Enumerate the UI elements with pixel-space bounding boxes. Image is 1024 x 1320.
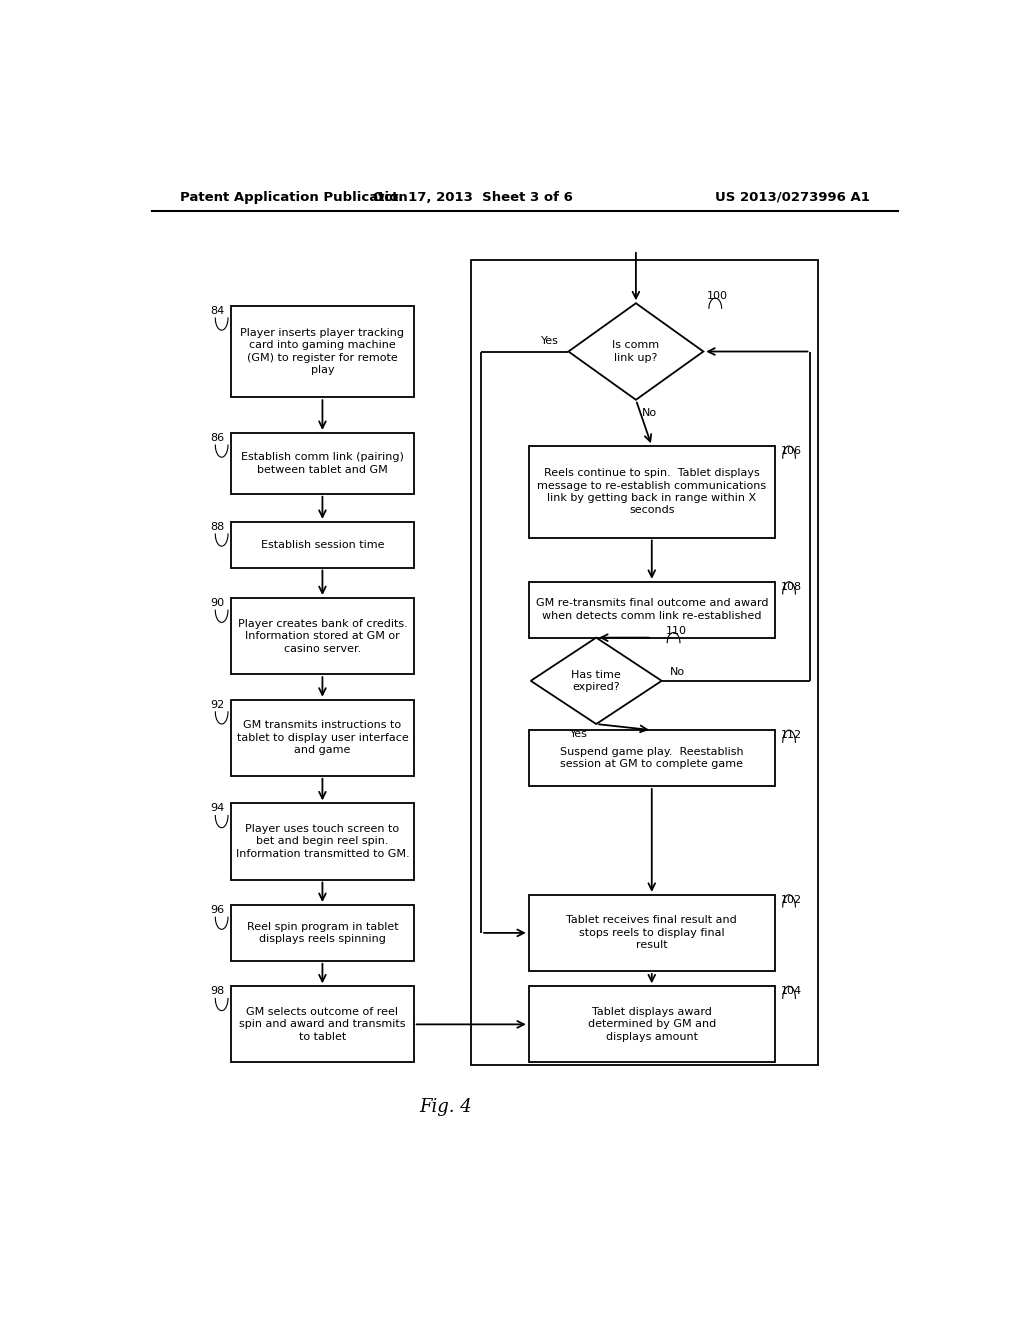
- Text: 104: 104: [781, 986, 802, 997]
- Text: 106: 106: [781, 446, 802, 455]
- Text: 88: 88: [211, 521, 225, 532]
- Text: Player uses touch screen to
bet and begin reel spin.
Information transmitted to : Player uses touch screen to bet and begi…: [236, 824, 410, 859]
- Bar: [231, 598, 414, 675]
- Text: 98: 98: [211, 986, 225, 997]
- Text: 96: 96: [211, 906, 225, 915]
- Bar: [231, 906, 414, 961]
- Text: Tablet displays award
determined by GM and
displays amount: Tablet displays award determined by GM a…: [588, 1007, 716, 1041]
- Text: Oct. 17, 2013  Sheet 3 of 6: Oct. 17, 2013 Sheet 3 of 6: [374, 190, 573, 203]
- Bar: [528, 730, 775, 785]
- Bar: [528, 582, 775, 638]
- Text: Yes: Yes: [570, 729, 588, 739]
- Text: Has time
expired?: Has time expired?: [571, 669, 622, 692]
- Text: 86: 86: [211, 433, 225, 442]
- Text: GM transmits instructions to
tablet to display user interface
and game: GM transmits instructions to tablet to d…: [237, 721, 409, 755]
- Text: Tablet receives final result and
stops reels to display final
result: Tablet receives final result and stops r…: [566, 916, 737, 950]
- Text: GM re-transmits final outcome and award
when detects comm link re-established: GM re-transmits final outcome and award …: [536, 598, 768, 620]
- Bar: [231, 700, 414, 776]
- Polygon shape: [530, 638, 662, 725]
- Text: 94: 94: [211, 804, 225, 813]
- Bar: [231, 986, 414, 1063]
- Bar: [231, 306, 414, 397]
- Text: Reel spin program in tablet
displays reels spinning: Reel spin program in tablet displays ree…: [247, 921, 398, 944]
- Text: 102: 102: [781, 895, 802, 904]
- Bar: [528, 895, 775, 972]
- Text: Patent Application Publication: Patent Application Publication: [179, 190, 408, 203]
- Text: Establish comm link (pairing)
between tablet and GM: Establish comm link (pairing) between ta…: [241, 453, 403, 474]
- Text: 84: 84: [211, 306, 225, 315]
- Text: US 2013/0273996 A1: US 2013/0273996 A1: [715, 190, 870, 203]
- Bar: [231, 433, 414, 494]
- Text: Establish session time: Establish session time: [261, 540, 384, 549]
- Text: Suspend game play.  Reestablish
session at GM to complete game: Suspend game play. Reestablish session a…: [560, 747, 743, 770]
- Bar: [471, 260, 818, 1065]
- Text: Yes: Yes: [541, 337, 559, 346]
- Text: No: No: [642, 408, 657, 418]
- Text: No: No: [670, 667, 685, 677]
- Text: Is comm
link up?: Is comm link up?: [612, 341, 659, 363]
- Text: 90: 90: [211, 598, 225, 609]
- Bar: [231, 804, 414, 879]
- Text: GM selects outcome of reel
spin and award and transmits
to tablet: GM selects outcome of reel spin and awar…: [240, 1007, 406, 1041]
- Bar: [528, 986, 775, 1063]
- Text: Reels continue to spin.  Tablet displays
message to re-establish communications
: Reels continue to spin. Tablet displays …: [538, 469, 766, 515]
- Text: 100: 100: [708, 292, 728, 301]
- Polygon shape: [568, 304, 703, 400]
- Text: 110: 110: [666, 626, 687, 636]
- Text: Player creates bank of credits.
Information stored at GM or
casino server.: Player creates bank of credits. Informat…: [238, 619, 408, 653]
- Text: 112: 112: [781, 730, 802, 741]
- Text: 108: 108: [781, 582, 802, 591]
- Text: Player inserts player tracking
card into gaming machine
(GM) to register for rem: Player inserts player tracking card into…: [241, 327, 404, 375]
- Bar: [231, 521, 414, 568]
- Text: 92: 92: [211, 700, 225, 710]
- Text: Fig. 4: Fig. 4: [419, 1098, 472, 1115]
- Bar: [528, 446, 775, 537]
